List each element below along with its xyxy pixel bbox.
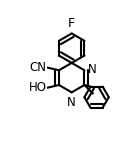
Text: N: N xyxy=(67,96,76,109)
Text: HO: HO xyxy=(29,81,47,94)
Text: N: N xyxy=(88,63,96,76)
Text: CN: CN xyxy=(30,61,47,74)
Text: F: F xyxy=(68,17,75,30)
